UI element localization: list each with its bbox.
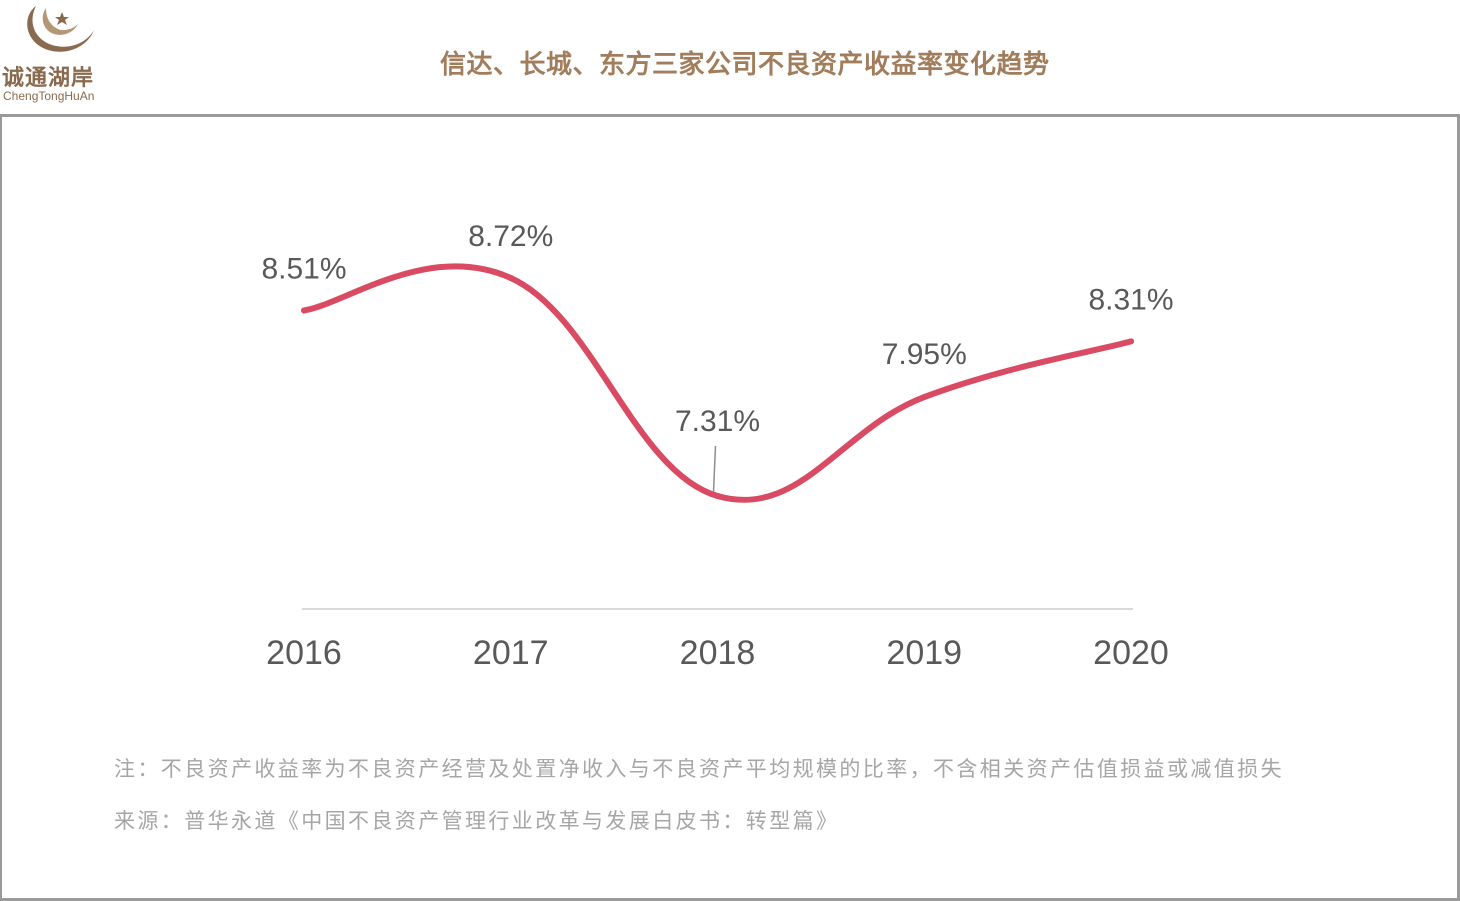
data-point <box>301 307 307 314</box>
data-label: 8.31% <box>1088 283 1173 316</box>
x-tick-label: 2020 <box>1093 634 1169 672</box>
page-title: 信达、长城、东方三家公司不良资产收益率变化趋势 <box>440 50 1050 80</box>
x-tick-label: 2019 <box>886 634 962 672</box>
x-tick-label: 2016 <box>266 634 342 672</box>
chart-source: 来源：普华永道《中国不良资产管理行业改革与发展白皮书：转型篇》 <box>114 809 840 833</box>
logo-name-en: ChengTongHuAn <box>3 89 95 103</box>
data-label: 8.72% <box>468 220 553 253</box>
data-point <box>921 394 928 401</box>
data-label: 7.31% <box>675 405 760 438</box>
data-label: 7.95% <box>882 338 967 371</box>
series-line <box>301 263 1134 503</box>
data-point <box>507 275 514 281</box>
x-tick-label: 2018 <box>680 634 756 672</box>
x-tick-label: 2017 <box>473 634 549 672</box>
chart-note: 注：不良资产收益率为不良资产经营及处置净收入与不良资产平均规模的比率，不含相关资… <box>114 757 1284 781</box>
chart-frame <box>0 114 1460 901</box>
data-label: 8.51% <box>261 252 346 285</box>
line-chart: 2016 2017 2018 2019 2020 8.51% 8.72% 7.31% 7.95… <box>261 220 1173 672</box>
logo-icon <box>27 6 94 52</box>
logo-name-cn: 诚通湖岸 <box>2 66 95 91</box>
header: 诚通湖岸 ChengTongHuAn 信达、长城、东方三家公司不良资产收益率变化… <box>0 0 1460 114</box>
data-point <box>714 493 721 499</box>
label-leader-line <box>712 445 717 493</box>
data-point <box>1128 338 1134 345</box>
